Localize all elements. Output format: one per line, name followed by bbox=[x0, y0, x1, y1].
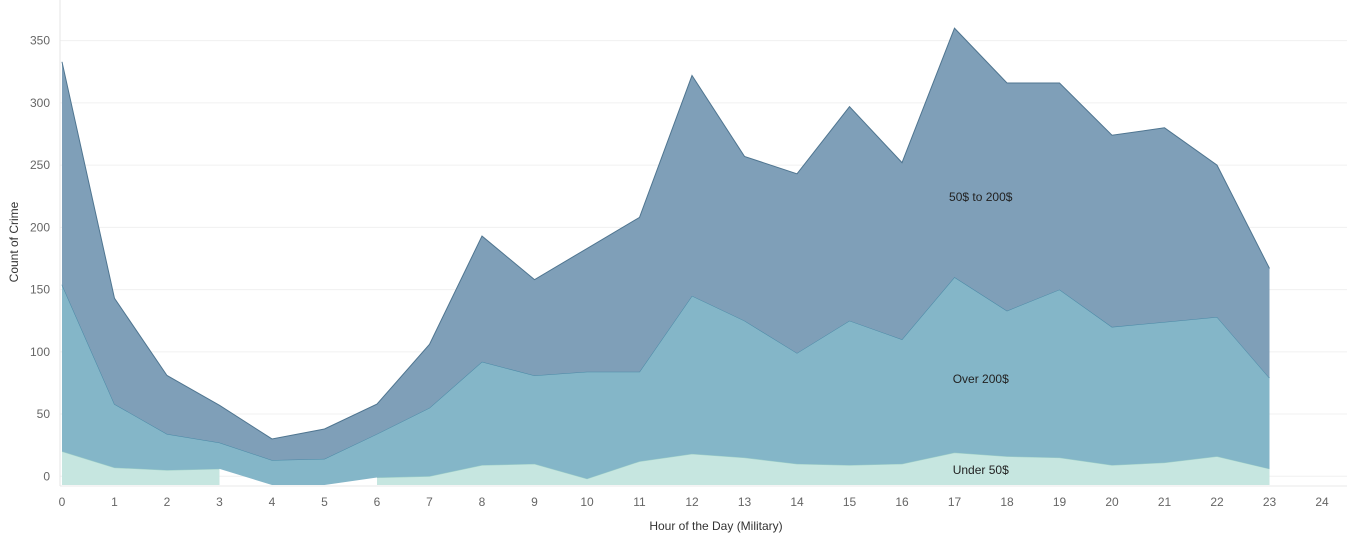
x-tick-label: 13 bbox=[738, 495, 752, 509]
area-50-to-200--fill bbox=[62, 28, 1270, 461]
y-tick-label: 250 bbox=[30, 158, 50, 172]
x-tick-label: 2 bbox=[164, 495, 171, 509]
x-tick-label: 18 bbox=[1000, 495, 1014, 509]
x-tick-label: 11 bbox=[633, 495, 646, 509]
y-tick-label: 50 bbox=[37, 407, 51, 421]
x-tick-label: 8 bbox=[479, 495, 486, 509]
y-tick-label: 150 bbox=[30, 283, 50, 297]
area-label: 50$ to 200$ bbox=[949, 190, 1013, 204]
x-tick-label: 23 bbox=[1263, 495, 1277, 509]
x-tick-label: 3 bbox=[216, 495, 223, 509]
y-tick-label: 100 bbox=[30, 345, 50, 359]
x-tick-label: 21 bbox=[1158, 495, 1172, 509]
area-50-to-200--line bbox=[61, 27, 1270, 440]
x-tick-label: 20 bbox=[1105, 495, 1119, 509]
area-labels: 50$ to 200$ Over 200$ Under 50$ bbox=[949, 190, 1013, 477]
x-tick-label: 5 bbox=[321, 495, 328, 509]
x-tick-label: 7 bbox=[426, 495, 433, 509]
y-tick-labels: 0 50 100 150 200 250 300 350 bbox=[30, 34, 50, 484]
x-tick-label: 17 bbox=[948, 495, 962, 509]
x-tick-label: 1 bbox=[111, 495, 118, 509]
x-tick-label: 12 bbox=[685, 495, 699, 509]
y-tick-label: 0 bbox=[43, 469, 50, 483]
x-tick-label: 6 bbox=[374, 495, 381, 509]
x-tick-label: 10 bbox=[580, 495, 594, 509]
x-tick-label: 16 bbox=[895, 495, 909, 509]
area-label: Over 200$ bbox=[953, 372, 1009, 386]
x-tick-label: 0 bbox=[59, 495, 66, 509]
x-tick-label: 4 bbox=[269, 495, 276, 509]
y-tick-label: 200 bbox=[30, 220, 50, 234]
area-under-50--fill bbox=[377, 452, 1270, 485]
area-label: Under 50$ bbox=[953, 463, 1009, 477]
y-tick-label: 350 bbox=[30, 34, 50, 48]
x-tick-label: 19 bbox=[1053, 495, 1067, 509]
x-tick-labels: 0 1 2 3 4 5 6 7 8 9 10 11 12 13 14 15 16 17 18 19 20 21 22 23 24 bbox=[59, 495, 1329, 509]
areas bbox=[61, 27, 1270, 485]
x-axis-title: Hour of the Day (Military) bbox=[649, 519, 782, 533]
x-tick-label: 9 bbox=[531, 495, 538, 509]
area-over-200--fill bbox=[62, 277, 1270, 485]
y-axis-title: Count of Crime bbox=[7, 201, 21, 282]
y-tick-label: 300 bbox=[30, 96, 50, 110]
area-under-50--fill bbox=[62, 451, 220, 485]
x-tick-label: 24 bbox=[1315, 495, 1329, 509]
x-tick-label: 14 bbox=[790, 495, 804, 509]
x-tick-label: 22 bbox=[1210, 495, 1224, 509]
x-tick-label: 15 bbox=[843, 495, 857, 509]
